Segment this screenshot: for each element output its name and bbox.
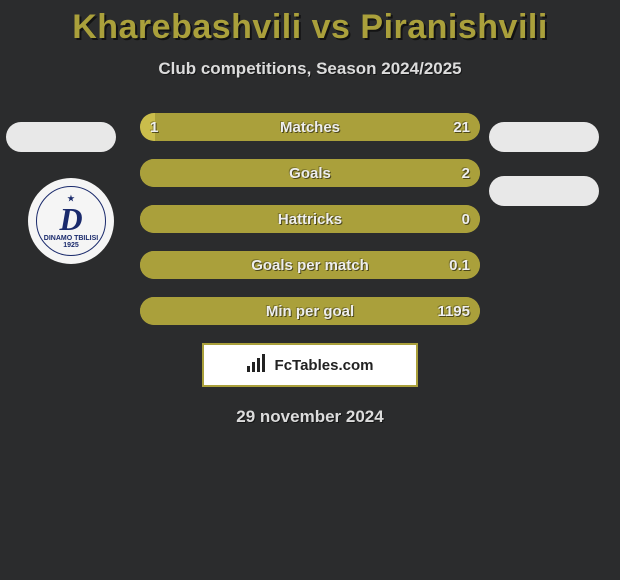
stat-row: Goals per match0.1 bbox=[140, 251, 480, 279]
stat-row: 1Matches21 bbox=[140, 113, 480, 141]
attribution-icon bbox=[247, 354, 269, 376]
club-logo: ★ D DINAMO TBILISI 1925 bbox=[28, 178, 114, 264]
stat-label: Hattricks bbox=[140, 205, 480, 233]
stat-label: Min per goal bbox=[140, 297, 480, 325]
stat-row: Min per goal1195 bbox=[140, 297, 480, 325]
page-title: Kharebashvili vs Piranishvili bbox=[0, 0, 620, 47]
stat-row: Hattricks0 bbox=[140, 205, 480, 233]
stat-row: Goals2 bbox=[140, 159, 480, 187]
stat-value-right: 1195 bbox=[437, 297, 470, 325]
attribution-box[interactable]: FcTables.com bbox=[202, 343, 418, 387]
stat-label: Goals bbox=[140, 159, 480, 187]
club-logo-ring bbox=[36, 186, 106, 256]
page-subtitle: Club competitions, Season 2024/2025 bbox=[0, 59, 620, 79]
snapshot-date: 29 november 2024 bbox=[0, 407, 620, 427]
stat-label: Matches bbox=[140, 113, 480, 141]
attribution-text: FcTables.com bbox=[275, 357, 374, 374]
player-right-placeholder-2 bbox=[489, 176, 599, 206]
stat-value-right: 0.1 bbox=[449, 251, 470, 279]
stat-value-right: 2 bbox=[462, 159, 470, 187]
stat-value-right: 21 bbox=[453, 113, 470, 141]
player-left-placeholder bbox=[6, 122, 116, 152]
player-right-placeholder-1 bbox=[489, 122, 599, 152]
stat-label: Goals per match bbox=[140, 251, 480, 279]
stat-value-right: 0 bbox=[462, 205, 470, 233]
